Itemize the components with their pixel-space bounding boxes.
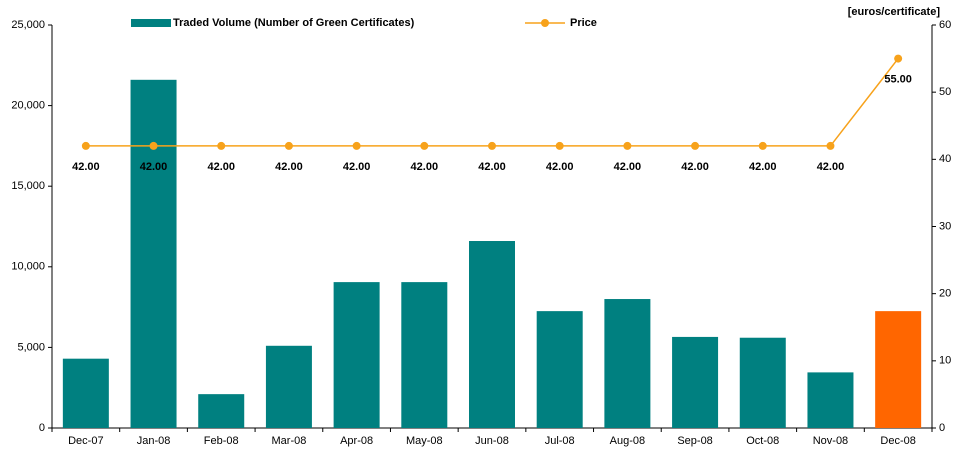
price-marker — [691, 141, 700, 150]
y2-tick-label: 0 — [939, 422, 945, 434]
y2-tick-label: 10 — [939, 355, 951, 367]
bar — [198, 394, 245, 428]
legend-swatch — [131, 19, 171, 27]
price-marker — [284, 141, 293, 150]
y2-tick-label: 20 — [939, 288, 951, 300]
bar — [401, 282, 448, 428]
bar — [807, 372, 854, 428]
y-tick-label: 25,000 — [11, 19, 45, 31]
data-label: 42.00 — [478, 161, 506, 173]
y-tick-label: 20,000 — [11, 100, 45, 112]
legend-label: Traded Volume (Number of Green Certifica… — [173, 17, 415, 29]
data-label: 42.00 — [72, 161, 100, 173]
bar — [265, 345, 312, 428]
data-label: 42.00 — [546, 161, 574, 173]
x-tick-label: Nov-08 — [813, 435, 848, 447]
x-tick-label: Dec-08 — [880, 435, 915, 447]
data-label: 42.00 — [343, 161, 371, 173]
bar — [333, 282, 380, 428]
x-tick-label: Jul-08 — [545, 435, 575, 447]
legend-label: Price — [570, 17, 597, 29]
data-label: 42.00 — [275, 161, 303, 173]
price-marker — [352, 141, 361, 150]
price-marker — [826, 141, 835, 150]
bar — [130, 79, 177, 429]
y2-tick-label: 60 — [939, 19, 951, 31]
price-marker — [894, 54, 903, 63]
bar — [672, 336, 719, 428]
x-tick-label: Jan-08 — [137, 435, 171, 447]
price-marker — [81, 141, 90, 150]
data-label: 42.00 — [207, 161, 235, 173]
y2-tick-label: 40 — [939, 153, 951, 165]
price-marker — [420, 141, 429, 150]
bar — [875, 311, 922, 428]
x-tick-label: May-08 — [406, 435, 443, 447]
price-line — [85, 58, 899, 147]
bar — [469, 241, 515, 428]
price-marker — [149, 141, 158, 150]
x-tick-label: Oct-08 — [746, 435, 779, 447]
price-marker — [758, 141, 767, 150]
y2-tick-label: 30 — [939, 220, 951, 232]
y-tick-label: 15,000 — [11, 180, 45, 192]
bar — [536, 311, 583, 428]
data-label: 42.00 — [749, 161, 777, 173]
legend-swatch — [541, 19, 549, 27]
data-label: 42.00 — [681, 161, 709, 173]
y-tick-label: 5,000 — [17, 341, 45, 353]
price-marker — [217, 141, 226, 150]
y-tick-label: 0 — [39, 422, 45, 434]
data-label: 42.00 — [817, 161, 845, 173]
x-tick-label: Mar-08 — [272, 435, 307, 447]
x-tick-label: Apr-08 — [340, 435, 373, 447]
x-tick-label: Dec-07 — [68, 435, 103, 447]
x-tick-label: Feb-08 — [204, 435, 239, 447]
y2-tick-label: 50 — [939, 86, 951, 98]
x-tick-label: Jun-08 — [475, 435, 509, 447]
bar — [739, 337, 786, 428]
y-tick-label: 10,000 — [11, 261, 45, 273]
data-label: 55.00 — [884, 73, 912, 85]
data-label: 42.00 — [140, 161, 168, 173]
price-marker — [555, 141, 564, 150]
x-tick-label: Sep-08 — [677, 435, 712, 447]
data-label: 42.00 — [411, 161, 439, 173]
x-tick-label: Aug-08 — [610, 435, 645, 447]
data-label: 42.00 — [614, 161, 642, 173]
price-marker — [488, 141, 496, 150]
bar — [62, 358, 109, 428]
price-marker — [623, 141, 632, 150]
bar — [604, 299, 651, 428]
y2-axis-label: [euros/certificate] — [848, 6, 941, 18]
